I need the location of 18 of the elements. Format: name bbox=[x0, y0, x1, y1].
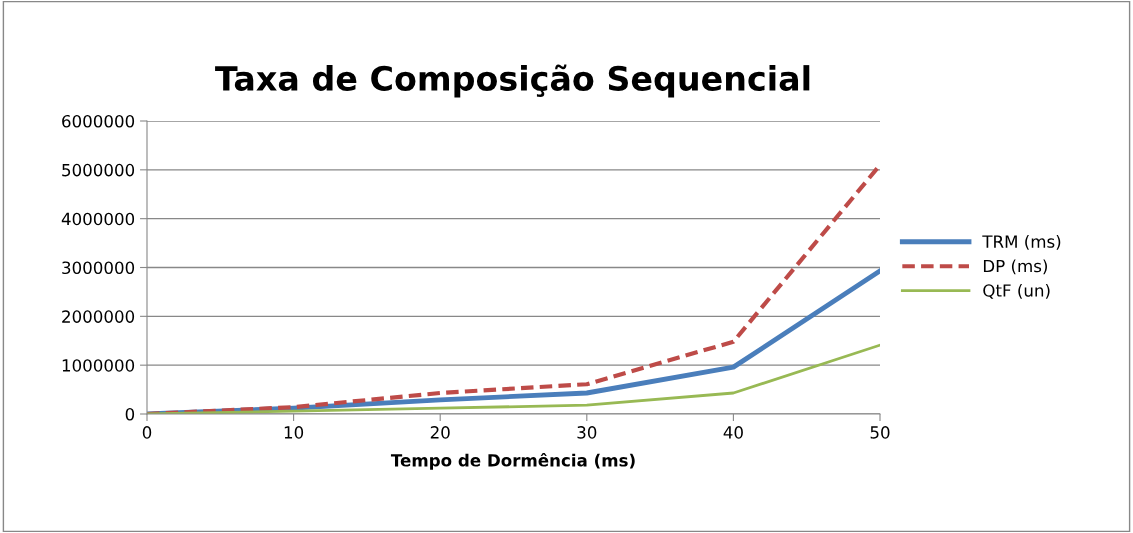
y-tick-label: 4000000 bbox=[61, 212, 135, 226]
chart-title: Taxa de Composição Sequencial bbox=[215, 64, 810, 98]
x-tick-label: 40 bbox=[723, 426, 743, 439]
y-tick-label: 0 bbox=[125, 407, 135, 421]
legend-label: QtF (un) bbox=[983, 283, 1050, 299]
legend-label: TRM (ms) bbox=[982, 234, 1061, 250]
x-tick-label: 50 bbox=[870, 426, 890, 439]
x-axis-title: Tempo de Dormência (ms) bbox=[390, 453, 635, 470]
y-tick-label: 6000000 bbox=[62, 114, 135, 128]
legend-label: DP (ms) bbox=[983, 259, 1047, 275]
y-tick-label: 2000000 bbox=[62, 310, 135, 323]
x-tick-label: 0 bbox=[142, 426, 152, 439]
y-tick-label: 1000000 bbox=[62, 359, 135, 372]
x-tick-label: 20 bbox=[430, 426, 450, 439]
x-tick-label: 30 bbox=[577, 426, 597, 439]
y-tick-label: 5000000 bbox=[62, 163, 135, 177]
y-tick-label: 3000000 bbox=[62, 261, 135, 275]
x-tick-label: 10 bbox=[284, 426, 304, 439]
